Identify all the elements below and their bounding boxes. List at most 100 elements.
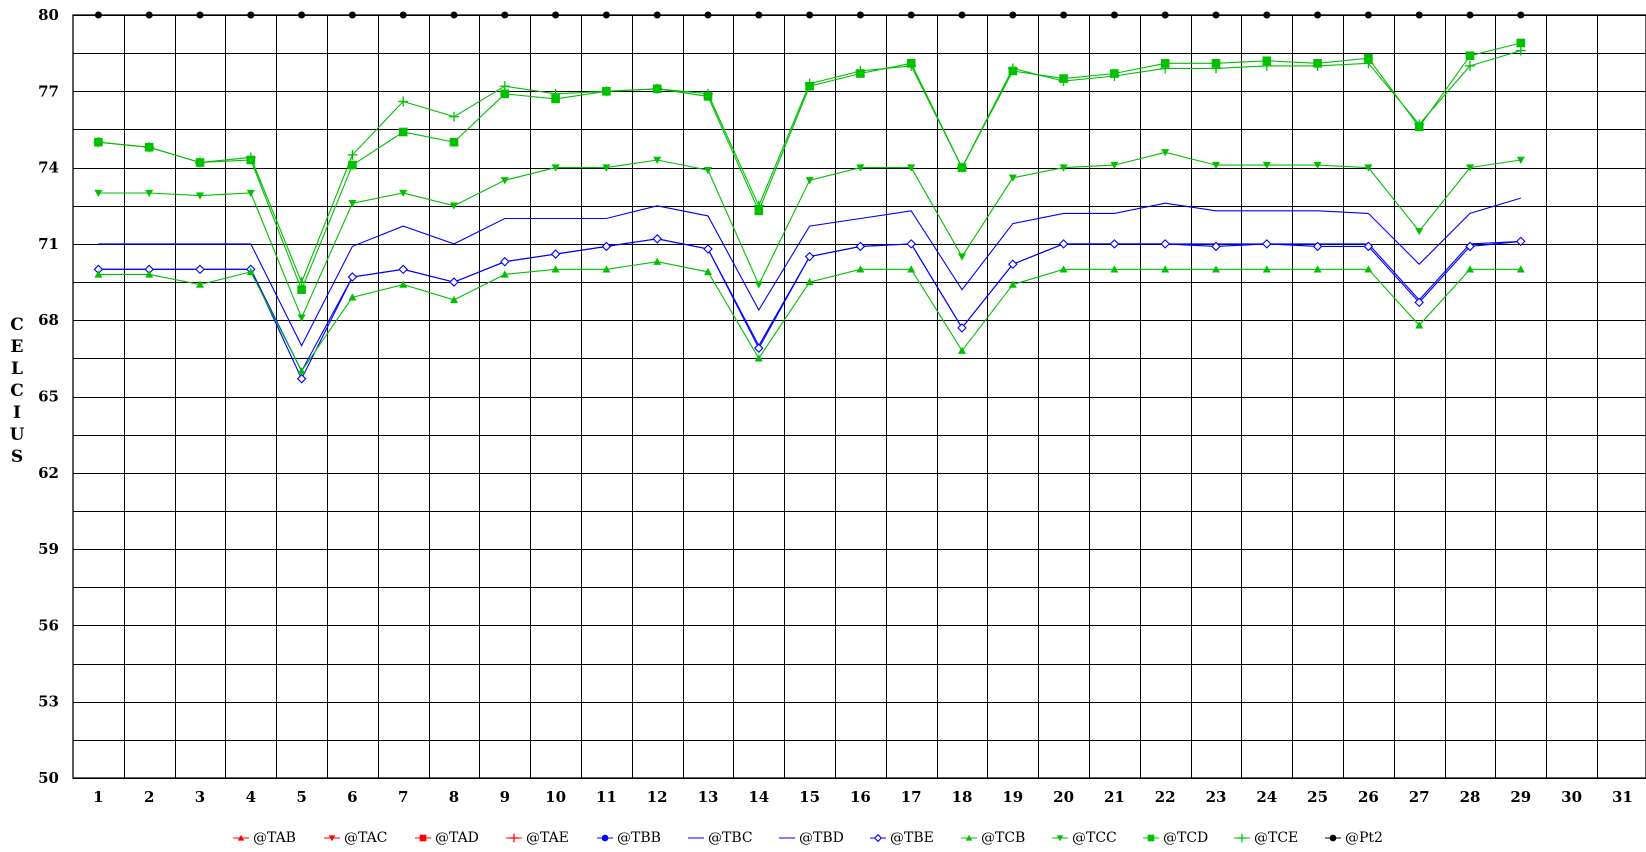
x-tick-label: 23 [1206, 788, 1227, 806]
x-tick-label: 19 [1002, 788, 1023, 806]
point [805, 177, 814, 185]
point [550, 88, 561, 99]
point [449, 137, 459, 147]
legend-item: @Pt2 [1325, 830, 1383, 846]
point [653, 257, 662, 265]
point [1058, 76, 1069, 87]
point [804, 78, 815, 89]
legend-item: @TAE [506, 830, 569, 846]
x-tick-label: 12 [647, 788, 668, 806]
point [399, 11, 407, 19]
x-tick-label: 10 [545, 788, 566, 806]
point [1110, 11, 1118, 19]
point [1262, 239, 1272, 249]
point [602, 11, 610, 19]
point [754, 281, 763, 289]
point [1110, 265, 1119, 273]
point [907, 164, 916, 172]
point [1147, 834, 1155, 842]
point [94, 189, 103, 198]
point [450, 295, 458, 304]
point [652, 234, 662, 244]
point [1237, 833, 1247, 843]
point [499, 81, 510, 92]
point [1160, 63, 1171, 74]
point [704, 166, 712, 175]
point [1212, 265, 1220, 273]
point [195, 157, 205, 168]
point [196, 11, 204, 19]
x-tick-label: 24 [1256, 788, 1277, 806]
point [348, 293, 357, 301]
y-tick-label: 59 [38, 540, 59, 558]
x-tick-label: 13 [698, 788, 719, 806]
point [246, 267, 255, 276]
point [653, 156, 662, 164]
x-tick-label: 1 [93, 788, 103, 806]
point [1110, 161, 1119, 170]
point [753, 200, 764, 211]
series-tce [93, 45, 1526, 288]
point [958, 11, 966, 19]
x-tick-label: 29 [1510, 788, 1531, 806]
x-tick-label: 14 [748, 788, 769, 806]
point [754, 354, 763, 362]
legend-item: @TAB [233, 830, 296, 846]
point [500, 177, 509, 185]
x-axis-ticks: 1 2 3 4 5 6 7 8 9 10 11 12 13 14 15 16 17 18 19 20 21 22 23 24 2… [93, 788, 1633, 806]
y-axis-label-letter: C [10, 315, 24, 335]
point [296, 277, 307, 288]
point [1059, 164, 1068, 172]
point [1363, 58, 1374, 69]
point [602, 265, 611, 273]
point [704, 267, 712, 276]
point [237, 834, 245, 841]
point [297, 285, 306, 294]
series-pt2 [94, 11, 1525, 19]
point [196, 192, 204, 200]
y-axis-label-letter: S [11, 447, 23, 467]
point [1415, 227, 1424, 236]
point [703, 244, 713, 254]
legend-item: @TBE [870, 830, 934, 846]
legend-label: @TCD [1163, 830, 1208, 846]
point [652, 83, 663, 94]
point [298, 11, 306, 19]
point [500, 270, 509, 278]
point [958, 346, 966, 354]
point [552, 11, 560, 19]
legend-item: @TCB [961, 830, 1025, 846]
x-tick-label: 17 [901, 788, 922, 806]
point [856, 11, 864, 19]
point [398, 127, 408, 137]
x-tick-label: 9 [500, 788, 510, 806]
point [1517, 11, 1525, 19]
point [1516, 156, 1525, 164]
point [602, 164, 611, 172]
point [1212, 161, 1220, 170]
point [399, 280, 408, 288]
legend-label: @TAE [526, 830, 569, 846]
x-tick-label: 26 [1358, 788, 1379, 806]
point [1261, 60, 1272, 71]
y-tick-label: 50 [38, 769, 59, 787]
series-tbe [93, 234, 1526, 384]
point [965, 834, 973, 841]
point [398, 96, 409, 107]
point [551, 164, 560, 172]
point [1161, 265, 1170, 273]
point [1160, 59, 1170, 68]
point [1329, 834, 1337, 842]
point [856, 265, 865, 273]
point [855, 65, 866, 76]
point [806, 11, 814, 19]
legend-label: @TAD [435, 830, 479, 846]
x-tick-label: 4 [246, 788, 256, 806]
point [1262, 265, 1271, 273]
point [601, 241, 612, 252]
y-axis-label-letter: L [11, 359, 23, 379]
point [754, 343, 764, 353]
point [907, 265, 916, 273]
point [501, 11, 509, 19]
